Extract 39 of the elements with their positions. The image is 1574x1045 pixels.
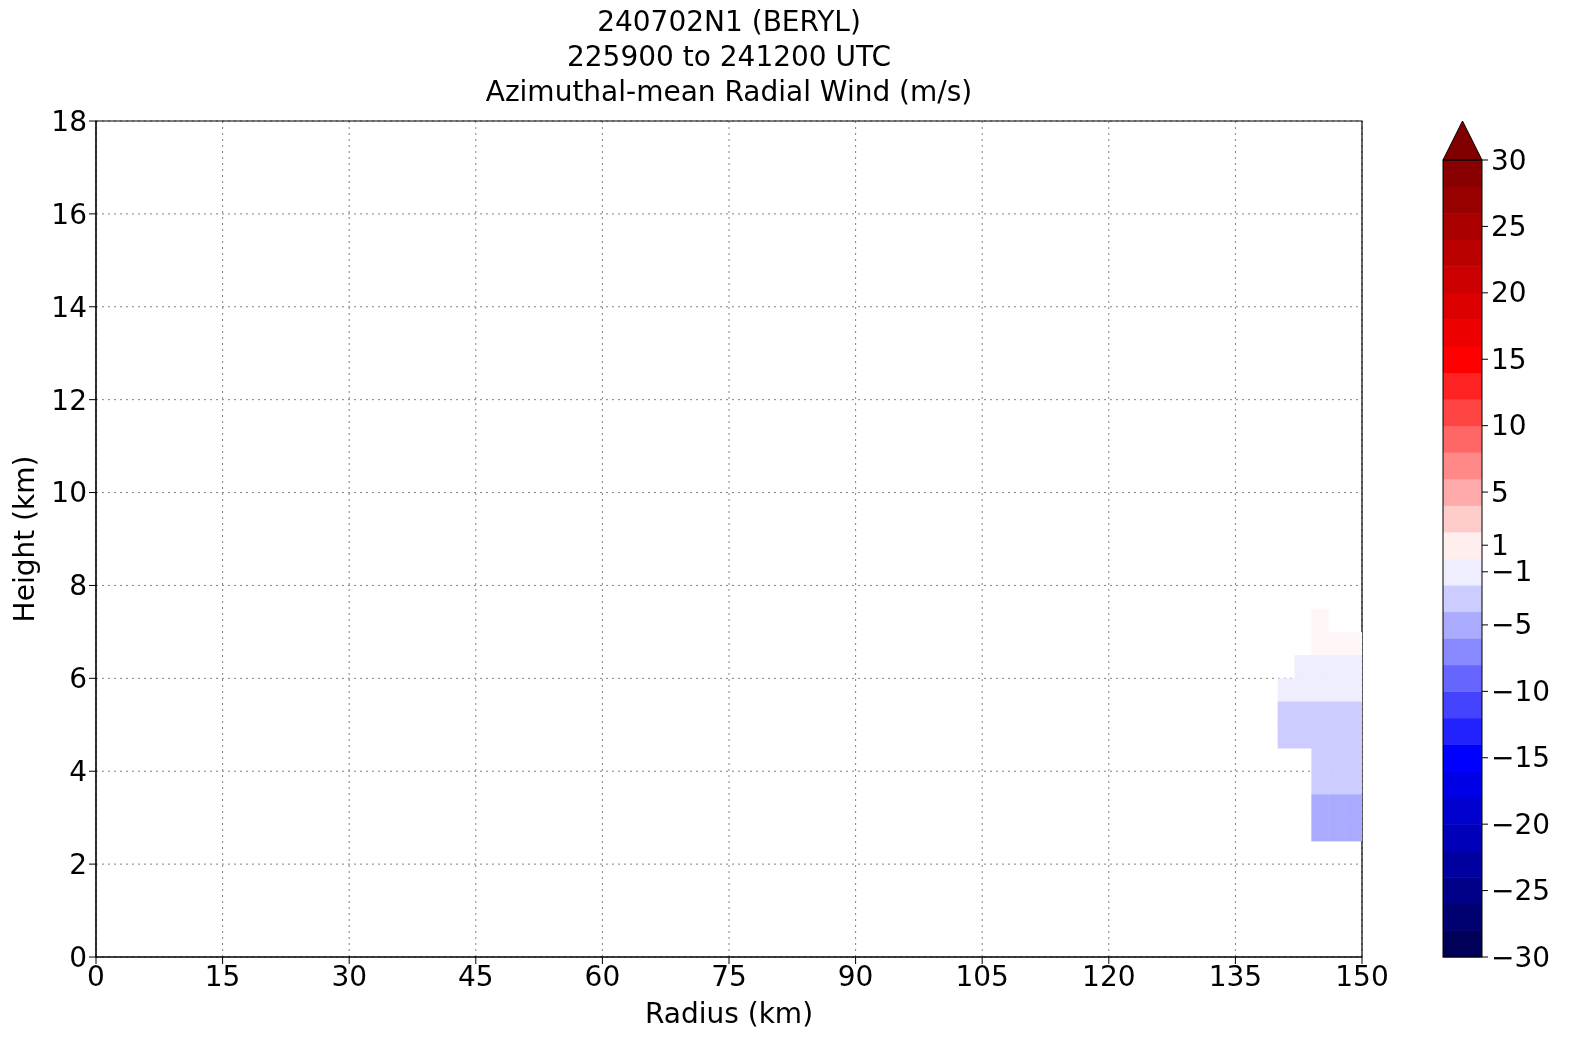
y-tick-label: 18 xyxy=(51,104,87,138)
color-bar-label: −15 xyxy=(1491,741,1551,775)
y-tick-label: 6 xyxy=(69,662,87,696)
x-tick-label: 60 xyxy=(584,959,621,993)
color-bar-label: −25 xyxy=(1491,874,1551,908)
x-tick-label: 135 xyxy=(1208,959,1263,993)
color-bar-label: 10 xyxy=(1491,409,1527,443)
point xyxy=(1277,678,1295,703)
y-axis-title: Height (km) xyxy=(8,455,41,623)
color-bar-label: 15 xyxy=(1491,342,1527,376)
point xyxy=(1328,794,1346,819)
y-tick-label: 8 xyxy=(69,569,87,603)
color-bar-label: 25 xyxy=(1491,209,1527,243)
x-axis-title: Radius (km) xyxy=(644,997,814,1030)
y-tick-label: 2 xyxy=(69,848,87,882)
y-tick-label: 10 xyxy=(51,476,87,510)
x-tick-label: 45 xyxy=(457,959,494,993)
color-bar-label: −20 xyxy=(1491,807,1551,841)
point xyxy=(1311,817,1329,842)
x-tick-label: 120 xyxy=(1082,959,1136,993)
x-tick-label: 150 xyxy=(1335,959,1389,993)
point xyxy=(1311,794,1329,819)
x-tick-label: 30 xyxy=(331,959,368,993)
y-tick-label: 14 xyxy=(51,290,87,324)
x-tick-label: 105 xyxy=(955,959,1009,993)
color-bar-label: 20 xyxy=(1491,276,1527,310)
color-bar-label: −5 xyxy=(1491,608,1533,642)
color-bar-label: −30 xyxy=(1491,940,1551,974)
y-tick-label: 4 xyxy=(69,755,87,789)
chart-title: 240702N1 (BERYL) 225900 to 241200 UTC Azimuthal-mean Radial Wind (m/s) xyxy=(484,4,974,109)
y-tick-label: 16 xyxy=(51,197,87,231)
color-bar-label: 30 xyxy=(1491,143,1527,177)
y-tick-label: 12 xyxy=(51,383,87,417)
x-tick-label: 15 xyxy=(204,959,241,993)
point xyxy=(1328,817,1346,842)
color-bar-label: −10 xyxy=(1491,674,1551,708)
color-bar-label: 5 xyxy=(1491,475,1509,509)
x-tick-label: 75 xyxy=(711,959,747,993)
x-tick-label: 90 xyxy=(837,959,874,993)
